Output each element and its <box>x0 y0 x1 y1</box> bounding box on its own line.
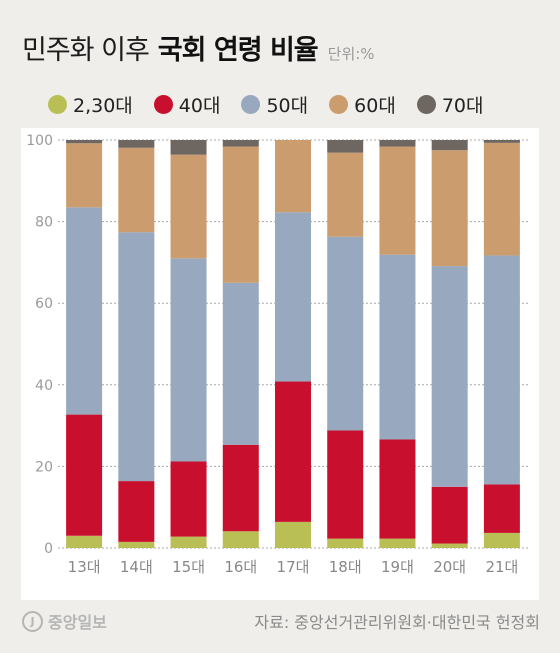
stacked-bar-chart: 0 20 40 60 80 100 13대 14대 15대 16대 17대 18대 19대 20대 21대 <box>26 133 528 576</box>
bar-segment <box>222 146 259 283</box>
legend-swatch-40 <box>153 95 173 114</box>
bar-segment <box>379 146 416 255</box>
x-tick-label: 17대 <box>277 558 310 576</box>
bar-segment <box>431 266 468 487</box>
legend-swatch-70 <box>416 95 436 114</box>
bar-segment <box>170 461 207 537</box>
bar-segment <box>483 484 520 533</box>
legend-label-60: 60대 <box>354 95 396 117</box>
bar-segment <box>275 212 311 382</box>
bar-segment <box>222 140 259 147</box>
bar-segment <box>66 140 103 144</box>
y-tick-label: 80 <box>35 215 53 231</box>
legend-item-2030: 2,30대 <box>48 91 133 118</box>
bar-segment <box>170 258 207 462</box>
x-tick-label: 13대 <box>68 558 101 576</box>
legend-label-50: 50대 <box>266 95 309 117</box>
unit-label: 단위:% <box>327 45 375 63</box>
publisher-logo: J 중앙일보 <box>22 609 107 633</box>
y-tick-label: 20 <box>35 459 53 475</box>
bar-segment <box>431 543 468 548</box>
bar-segment <box>275 140 311 213</box>
legend-swatch-2030 <box>48 95 67 114</box>
legend-item-70: 70대 <box>416 91 484 118</box>
source-note: 자료: 중앙선거관리위원회·대한민국 헌정회 <box>254 613 540 632</box>
legend-swatch-50 <box>241 95 261 114</box>
bar-segment <box>327 236 364 431</box>
bar-segment <box>483 532 520 548</box>
chart-panel: 0 20 40 60 80 100 13대 14대 15대 16대 17대 18대 19대 20대 21대 <box>21 128 539 600</box>
legend-swatch-60 <box>329 95 349 114</box>
title-bold: 국회 연령 비율 <box>157 35 319 66</box>
title-light: 민주화 이후 <box>22 35 150 66</box>
y-tick-label: 100 <box>26 133 53 149</box>
legend-label-70: 70대 <box>441 95 484 117</box>
x-tick-label: 19대 <box>381 558 414 576</box>
legend-item-60: 60대 <box>329 91 396 118</box>
bar-segment <box>222 444 259 532</box>
bar-segment <box>66 207 103 415</box>
bar-segment <box>118 481 155 542</box>
bar-segment <box>275 521 311 548</box>
bar-segment <box>66 535 103 548</box>
bar-segment <box>327 140 364 153</box>
bar-segment <box>118 140 155 148</box>
bar-segment <box>118 541 155 548</box>
bar-segment <box>431 140 468 151</box>
bar-segment <box>327 430 364 539</box>
bar-segment <box>483 140 520 143</box>
logo-icon: J <box>22 610 43 632</box>
bar-segment <box>66 414 103 536</box>
x-tick-label: 21대 <box>485 558 518 576</box>
y-tick-label: 60 <box>35 296 53 312</box>
legend-label-2030: 2,30대 <box>73 95 133 117</box>
bar-segment <box>379 140 416 147</box>
chart-title: 민주화 이후 국회 연령 비율 단위:% <box>22 28 375 67</box>
bar-segment <box>327 152 364 237</box>
legend: 2,30대 40대 50대 60대 70대 <box>48 91 504 118</box>
bar-segment <box>275 381 311 522</box>
x-tick-label: 16대 <box>224 558 257 576</box>
bar-segment <box>483 255 520 485</box>
bar-segment <box>483 142 520 256</box>
footer: J 중앙일보 자료: 중앙선거관리위원회·대한민국 헌정회 <box>22 609 542 633</box>
legend-item-50: 50대 <box>241 91 308 118</box>
logo-text: 중앙일보 <box>48 613 107 632</box>
bar-segment <box>222 531 259 548</box>
x-tick-label: 18대 <box>329 558 362 576</box>
bar-segment <box>379 538 416 548</box>
bar-segment <box>170 154 207 259</box>
y-tick-label: 40 <box>35 378 53 394</box>
bar-segment <box>170 140 207 155</box>
bar-segment <box>222 282 259 445</box>
bar-segment <box>66 143 103 208</box>
bar-segment <box>431 486 468 544</box>
x-tick-label: 15대 <box>172 558 205 576</box>
x-tick-label: 14대 <box>120 558 153 576</box>
x-tick-label: 20대 <box>433 558 466 576</box>
bar-segment <box>327 538 364 548</box>
bar-segment <box>118 147 155 233</box>
bar-segment <box>431 150 468 267</box>
y-tick-label: 0 <box>44 541 53 557</box>
legend-label-40: 40대 <box>178 95 221 117</box>
bar-segment <box>170 536 207 548</box>
legend-item-40: 40대 <box>153 91 221 118</box>
bar-segment <box>379 439 416 539</box>
bar-segment <box>118 232 155 482</box>
bar-segment <box>379 254 416 440</box>
